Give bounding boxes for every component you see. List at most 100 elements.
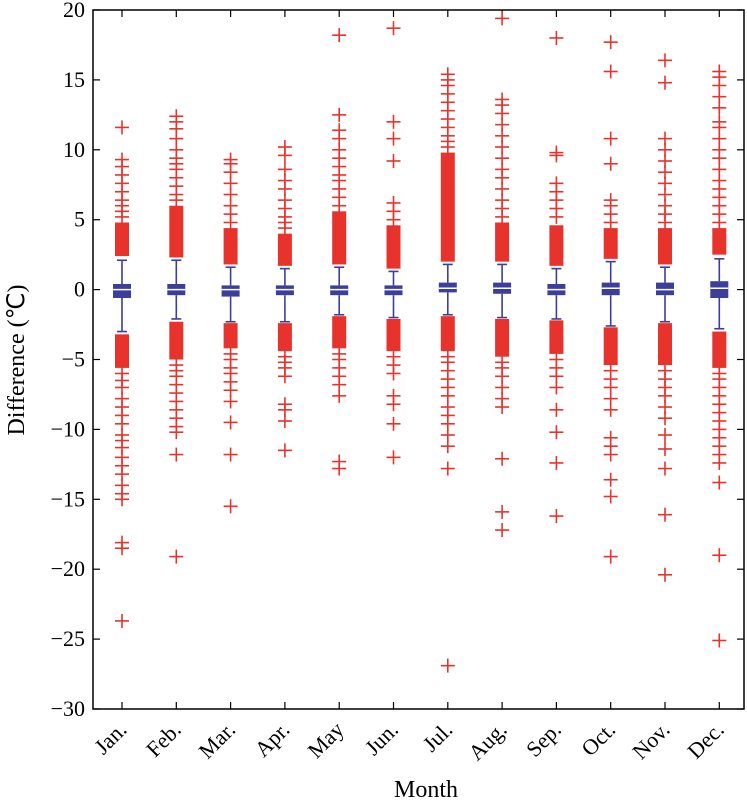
outlier-point bbox=[603, 472, 618, 487]
outlier-point bbox=[603, 447, 618, 462]
outlier-point bbox=[658, 75, 672, 90]
outlier-point bbox=[495, 523, 510, 538]
outlier-point bbox=[549, 145, 564, 160]
dense-outliers-lower bbox=[658, 323, 672, 366]
outlier-point bbox=[115, 541, 129, 556]
outlier-point bbox=[332, 461, 347, 476]
outlier-point bbox=[549, 176, 564, 191]
outlier-point bbox=[277, 140, 292, 155]
dense-outliers-lower bbox=[712, 331, 727, 368]
outlier-point bbox=[603, 402, 618, 417]
y-tick-label: −15 bbox=[51, 486, 85, 511]
outlier-point bbox=[603, 489, 618, 504]
dense-outliers-lower bbox=[495, 318, 510, 357]
outlier-point bbox=[440, 439, 455, 454]
outlier-point bbox=[386, 416, 401, 431]
x-tick-label: Apr. bbox=[250, 717, 295, 762]
dense-outliers-lower bbox=[603, 327, 618, 366]
y-tick-label: −5 bbox=[62, 347, 85, 372]
outlier-point bbox=[658, 461, 672, 476]
outlier-point bbox=[440, 461, 455, 476]
dense-outliers-upper bbox=[277, 233, 292, 266]
outlier-point bbox=[495, 400, 510, 415]
x-axis-title: Month bbox=[394, 777, 458, 800]
y-axis: 20 15 10 5 0 −5 −10 −15 −20 −25 −30 bbox=[51, 0, 744, 721]
outlier-point bbox=[223, 447, 238, 462]
month-box-3 bbox=[221, 152, 240, 514]
y-tick-label: −20 bbox=[51, 556, 85, 581]
x-axis: Jan. Feb. Mar. Apr. May Jun. Jul. Aug. Sep. Oct. N… bbox=[89, 10, 729, 765]
outlier-point bbox=[495, 451, 510, 466]
outlier-point bbox=[658, 567, 672, 582]
outlier-point bbox=[277, 369, 292, 384]
dense-outliers-lower bbox=[386, 318, 401, 352]
boxes-layer bbox=[113, 11, 729, 673]
outlier-point bbox=[223, 415, 238, 430]
outlier-point bbox=[386, 450, 401, 465]
y-tick-label: 0 bbox=[74, 277, 85, 302]
dense-outliers-upper bbox=[549, 225, 564, 266]
dense-outliers-lower bbox=[115, 334, 129, 368]
month-box-2 bbox=[167, 109, 186, 564]
outlier-point bbox=[658, 427, 672, 442]
dense-outliers-upper bbox=[386, 225, 401, 269]
dense-outliers-lower bbox=[440, 316, 455, 352]
y-tick-label: −30 bbox=[51, 696, 85, 721]
outlier-point bbox=[440, 67, 455, 82]
outlier-point bbox=[169, 447, 184, 462]
outlier-point bbox=[115, 492, 129, 507]
outlier-point bbox=[386, 21, 401, 36]
outlier-point bbox=[549, 425, 564, 440]
y-tick-label: 5 bbox=[74, 207, 85, 232]
month-box-11 bbox=[656, 53, 674, 582]
outlier-point bbox=[658, 507, 672, 522]
outlier-point bbox=[386, 114, 401, 129]
x-tick-label: Jan. bbox=[89, 717, 131, 759]
y-tick-label: 15 bbox=[63, 67, 85, 92]
outlier-point bbox=[603, 64, 618, 79]
x-tick-label: Dec. bbox=[682, 717, 729, 764]
month-box-6 bbox=[384, 21, 403, 465]
dense-outliers-lower bbox=[169, 321, 184, 360]
x-tick-label: Jun. bbox=[360, 717, 403, 760]
dense-outliers-upper bbox=[658, 228, 672, 265]
outlier-point bbox=[603, 193, 618, 208]
outlier-point bbox=[712, 64, 727, 79]
outlier-point bbox=[549, 30, 564, 45]
outlier-point bbox=[115, 120, 129, 135]
y-tick-label: 20 bbox=[63, 0, 85, 22]
outlier-point bbox=[603, 549, 618, 564]
month-box-10 bbox=[601, 35, 620, 564]
outlier-point bbox=[386, 366, 401, 381]
outlier-point bbox=[603, 156, 618, 171]
outlier-point bbox=[169, 109, 184, 124]
outlier-point bbox=[658, 53, 672, 68]
outlier-point bbox=[332, 388, 347, 403]
outlier-point bbox=[169, 549, 184, 564]
outlier-point bbox=[712, 455, 727, 470]
x-tick-label: Feb. bbox=[141, 717, 186, 762]
outlier-point bbox=[223, 499, 238, 514]
month-box-5 bbox=[330, 28, 349, 476]
outlier-point bbox=[386, 195, 401, 210]
dense-outliers-lower bbox=[549, 320, 564, 354]
dense-outliers-upper bbox=[495, 222, 510, 262]
y-tick-label: −10 bbox=[51, 416, 85, 441]
outlier-point bbox=[603, 131, 618, 146]
outlier-point bbox=[549, 509, 564, 524]
x-tick-label: Nov. bbox=[627, 717, 674, 764]
outlier-point bbox=[712, 633, 727, 648]
outlier-point bbox=[386, 131, 401, 146]
dense-outliers-upper bbox=[440, 152, 455, 262]
outlier-point bbox=[115, 152, 129, 167]
outlier-point bbox=[712, 475, 727, 490]
dense-outliers-upper bbox=[169, 205, 184, 258]
outlier-point bbox=[712, 114, 727, 129]
y-tick-label: −25 bbox=[51, 626, 85, 651]
dense-outliers-upper bbox=[223, 228, 238, 265]
outlier-point bbox=[658, 131, 672, 146]
outlier-point bbox=[658, 411, 672, 426]
iqr-box bbox=[221, 285, 240, 297]
month-box-7 bbox=[438, 67, 457, 673]
outlier-point bbox=[332, 28, 347, 43]
